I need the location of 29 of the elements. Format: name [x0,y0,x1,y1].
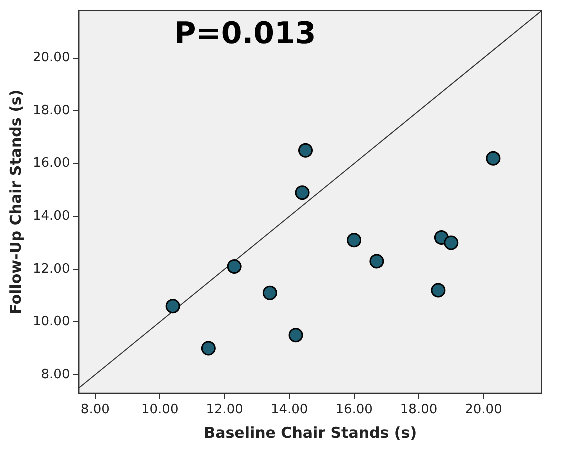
point [486,151,501,166]
y-tick-label: 20.00 [33,50,70,66]
point [288,328,304,343]
x-tick-label: 12.00 [206,402,244,418]
point [295,186,310,200]
point [444,236,459,250]
point [298,143,314,158]
point [370,254,384,269]
y-tick-label: 10.00 [33,314,70,330]
y-tick-label: 16.00 [33,156,70,172]
y-tick-label: 18.00 [33,103,70,118]
point [201,341,216,356]
y-tick-label: 12.00 [33,262,70,277]
y-tick-label: 14.00 [33,208,70,224]
point [347,233,362,248]
x-tick-label: 10.00 [142,402,179,418]
x-tick-label: 20.00 [465,402,502,418]
x-tick-label: 14.00 [270,402,308,418]
point [262,286,278,300]
y-tick-label: 8.00 [41,367,70,382]
point [431,283,446,298]
y-axis-title: Follow-Up Chair Stands (s) [6,90,25,314]
annotation: P=0.013 [174,16,316,52]
x-tick-label: 16.00 [336,402,373,418]
x-tick-label: 8.00 [80,402,110,418]
point [227,259,242,274]
x-tick-label: 18.00 [400,402,438,418]
point [166,299,180,314]
x-axis-title: Baseline Chair Stands (s) [204,424,418,442]
